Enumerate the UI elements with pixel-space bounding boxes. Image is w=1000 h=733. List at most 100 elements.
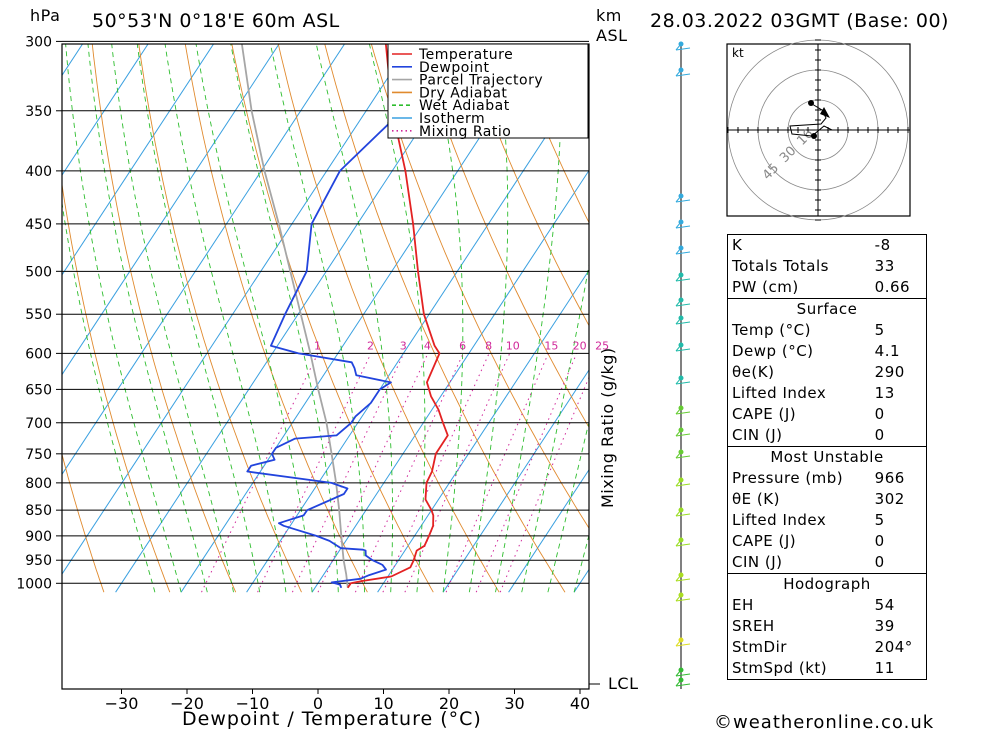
wind-barb-shaft — [675, 377, 682, 385]
stat-label: CIN (J) — [732, 426, 783, 444]
y-tick-label: 300 — [25, 34, 52, 50]
plot-frame — [61, 43, 590, 690]
stat-row: CAPE (J) 0 — [728, 404, 927, 425]
stat-value: 5 — [874, 321, 885, 339]
stat-row: StmSpd (kt) 11 — [728, 658, 927, 680]
stat-row: Dewp (°C) 4.1 — [728, 341, 927, 362]
dry-adiabat-line — [138, 44, 302, 593]
stat-row: Totals Totals 33 — [728, 256, 927, 277]
legend-entry-label: Dewpoint — [419, 60, 490, 76]
pressure-unit-label: hPa — [30, 6, 61, 25]
wet-adiabat-line — [111, 44, 234, 593]
wind-barb-shaft — [675, 539, 682, 547]
wind-barb-shaft — [675, 274, 682, 282]
wind-barb-feather — [675, 578, 691, 582]
y-tick-label: 500 — [25, 264, 52, 280]
wind-barb-shaft — [675, 43, 682, 51]
wind-barb-shaft — [675, 594, 682, 602]
stat-label: Lifted Index — [732, 511, 827, 529]
stat-label: CIN (J) — [732, 553, 783, 571]
y-tick-label: 550 — [25, 307, 52, 323]
isotherm-line — [62, 44, 215, 276]
dry-adiabat-line — [62, 452, 105, 593]
stat-value: 302 — [874, 490, 905, 508]
wind-barb-shaft — [675, 451, 682, 459]
section-header: Most Unstable — [727, 446, 927, 468]
y-tick-label: 850 — [25, 503, 52, 519]
stat-row: CIN (J) 0 — [728, 552, 927, 574]
isotherm-line — [62, 44, 411, 575]
wind-barb-feather — [675, 321, 691, 325]
surface-title: Surface — [727, 298, 927, 320]
stat-label: SREH — [732, 617, 775, 635]
stat-value: 54 — [874, 596, 895, 614]
stat-row: CIN (J) 0 — [728, 425, 927, 447]
wind-barb-shaft — [675, 669, 682, 677]
location-title: 50°53'N 0°18'E 60m ASL — [92, 10, 340, 32]
wind-barb-feather — [675, 225, 691, 229]
legend-entry-label: Wet Adiabat — [419, 98, 510, 114]
wind-barb-shaft — [675, 299, 682, 307]
wind-barb-shaft — [675, 574, 682, 582]
legend-entry-label: Temperature — [418, 47, 513, 63]
stat-value: 11 — [874, 659, 895, 677]
isotherm-line — [442, 369, 589, 593]
wind-barb-feather — [675, 303, 691, 307]
section-header: Surface — [727, 298, 927, 320]
stat-row: StmDir 204° — [728, 637, 927, 658]
dry-adiabat-line — [184, 44, 368, 593]
wet-adiabat-line — [65, 44, 182, 593]
stat-value: 33 — [874, 257, 895, 275]
lcl-label: LCL — [608, 674, 639, 693]
stat-label: CAPE (J) — [732, 532, 797, 550]
isotherm-line — [311, 169, 589, 593]
stat-row: Lifted Index 13 — [728, 383, 927, 404]
stat-row: EH 54 — [728, 595, 927, 616]
stat-label: θe(K) — [732, 363, 775, 381]
stat-row: SREH 39 — [728, 616, 927, 637]
stat-value: 0 — [874, 405, 885, 423]
y-tick-label: 450 — [25, 217, 52, 233]
y-tick-label: 950 — [25, 553, 52, 569]
dry-adiabat-line — [231, 44, 434, 593]
stat-label: Totals Totals — [732, 257, 829, 275]
stability-indices-table: K -8 Totals Totals 33 PW (cm) 0.66 Surface … — [727, 234, 927, 680]
x-tick-label: −20 — [170, 694, 204, 713]
wind-barb-shaft — [675, 479, 682, 487]
wind-barb-feather — [675, 199, 691, 203]
wind-barb-shaft — [675, 679, 682, 687]
wind-barb-feather — [675, 73, 691, 77]
y-tick-label: 400 — [25, 164, 52, 180]
stat-label: StmDir — [732, 638, 787, 656]
section-header: Hodograph — [727, 573, 927, 595]
stat-row: Lifted Index 5 — [728, 510, 927, 531]
mixing-ratio-tick-label: 3 — [400, 339, 407, 352]
mixing-ratio-tick-label: 20 — [573, 339, 587, 352]
wind-barb-shaft — [675, 317, 682, 325]
legend-box — [387, 43, 589, 139]
stat-row: Pressure (mb) 966 — [728, 468, 927, 489]
hodograph-point — [811, 133, 817, 139]
y-tick-label: 350 — [25, 104, 52, 120]
dry-adiabat-line — [964, 26, 1000, 592]
storm-motion-arrow — [820, 107, 830, 118]
mixing-ratio-line — [499, 376, 589, 593]
wind-barb-feather — [675, 251, 691, 255]
wind-barb-feather — [675, 433, 691, 437]
wet-adiabat-line — [573, 533, 589, 593]
y-tick-label: 600 — [25, 346, 52, 362]
stat-label: Pressure (mb) — [732, 469, 844, 487]
copyright-text: ©weatheronline.co.uk — [714, 712, 935, 733]
mixing-ratio-tick-label: 15 — [544, 339, 558, 352]
stat-value: 4.1 — [874, 342, 901, 360]
stat-value: 39 — [874, 617, 895, 635]
x-tick-label: 40 — [570, 694, 590, 713]
wind-barb-shaft — [675, 195, 682, 203]
dry-adiabat-line — [370, 44, 589, 529]
mixing-ratio-tick-label: 1 — [314, 339, 321, 352]
dewpoint-curve — [246, 44, 470, 589]
wind-barb-shaft — [675, 69, 682, 77]
stat-row: θE (K) 302 — [728, 489, 927, 510]
wind-barb-feather — [675, 47, 691, 51]
stat-value: 0 — [874, 553, 885, 571]
